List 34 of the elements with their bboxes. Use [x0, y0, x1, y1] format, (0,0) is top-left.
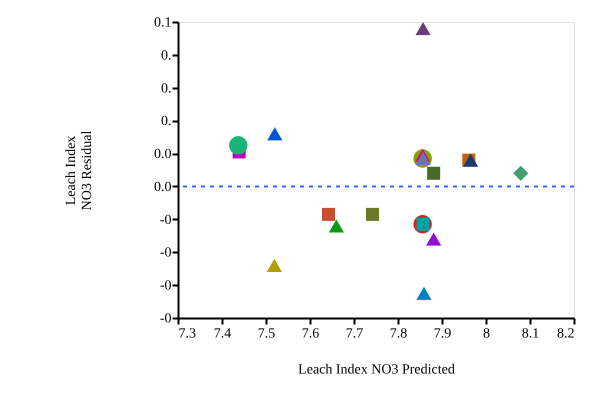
x-tick-label: 7.4: [214, 326, 232, 342]
x-tick-label: 8.1: [522, 326, 540, 342]
point: [415, 22, 431, 36]
point: [416, 286, 432, 300]
x-axis-title: Leach Index NO3 Predicted: [298, 362, 455, 378]
x-tick-label: 7.7: [346, 326, 364, 342]
point: [366, 208, 379, 221]
y-tick-label: 0.: [161, 48, 172, 64]
point: [266, 258, 282, 272]
x-tick-label: 7.6: [302, 326, 320, 342]
x-tick-label: 7.3: [178, 326, 196, 342]
point: [229, 136, 248, 155]
point: [463, 154, 478, 167]
y-tick-label: 0.: [161, 81, 172, 96]
x-tick-label: 7.9: [434, 326, 452, 342]
y-tick-label: -0: [160, 246, 172, 261]
point: [322, 208, 335, 221]
y-tick-label: 0.1: [154, 16, 172, 30]
x-tick-label: 8.2: [557, 326, 574, 342]
y-tick-label: -0: [160, 212, 172, 228]
x-tick-label: 7.8: [390, 326, 408, 342]
y-axis-title: Leach Index NO3 Residual: [64, 130, 95, 210]
y-tick-label: 0.: [161, 114, 172, 130]
y-tick-label: 0.0: [154, 147, 172, 162]
y-tick-label: 0.0: [154, 180, 172, 195]
x-tick-label: 8: [483, 326, 490, 342]
point: [513, 166, 528, 181]
y-tick-label: -0: [160, 312, 172, 326]
point: [328, 219, 344, 232]
point: [427, 166, 440, 180]
y-tick-label: -0: [160, 278, 172, 294]
point: [426, 232, 442, 246]
point: [267, 127, 282, 140]
x-tick-label: 7.5: [258, 326, 276, 342]
